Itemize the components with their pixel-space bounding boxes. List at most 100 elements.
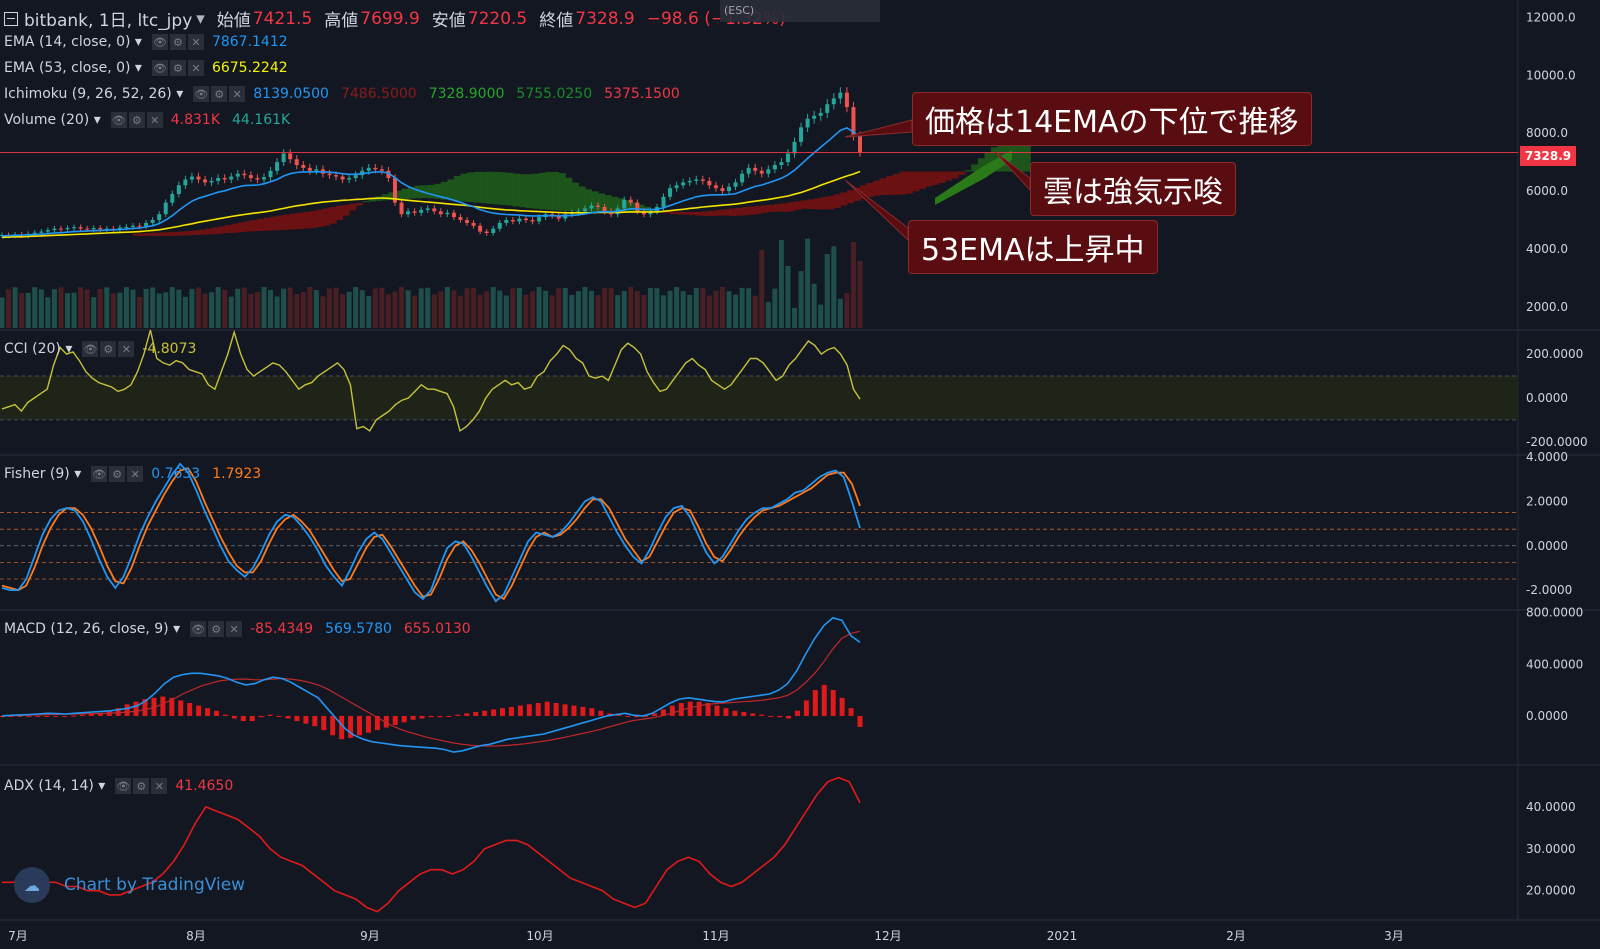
eye-icon[interactable]: 👁 [110,112,127,128]
annotation-cloud-bullish[interactable]: 雲は強気示唆 [1030,162,1236,216]
macd-signal-line [1,630,861,747]
ema14-legend[interactable]: EMA (14, close, 0) ▾ 👁 ⚙ ✕ 7867.1412 [4,34,300,50]
volume-bar [313,290,319,328]
volume-legend[interactable]: Volume (20) ▾ 👁 ⚙ ✕ 4.831K 44.161K [4,112,302,128]
close-icon[interactable]: ✕ [146,112,163,128]
annotation-price-below-ema[interactable]: 価格は14EMAの下位で推移 [912,92,1312,146]
cloud-segment [709,210,717,216]
volume-bar [798,271,804,328]
close-icon[interactable]: ✕ [187,34,204,50]
indicator-value: 569.5780 [325,621,392,637]
indicator-name[interactable]: MACD (12, 26, close, 9) ▾ [4,621,181,637]
volume-bar [84,289,90,328]
indicator-name[interactable]: Fisher (9) ▾ [4,466,82,482]
indicator-name[interactable]: ADX (14, 14) ▾ [4,778,106,794]
gear-icon[interactable]: ⚙ [133,778,150,794]
cloud-segment [349,203,357,211]
fisher-legend[interactable]: Fisher (9) ▾ 👁 ⚙ ✕ 0.7633 1.7923 [4,466,273,482]
indicator-value: 5375.1500 [604,86,680,102]
tradingview-watermark[interactable]: ☁ Chart by TradingView [14,867,245,903]
volume-bar [477,294,483,328]
macd-hist-bar [17,715,23,717]
candle-body [334,175,339,177]
gear-icon[interactable]: ⚙ [169,34,186,50]
gear-icon[interactable]: ⚙ [109,466,126,482]
macd-hist-bar [705,703,711,716]
cloud-segment [591,191,599,213]
close-icon[interactable]: ✕ [187,60,204,76]
candle-body [727,186,732,192]
indicator-value: 0.7633 [151,466,201,482]
macd-hist-bar [267,714,273,716]
close-icon[interactable]: ✕ [226,621,243,637]
eye-icon[interactable]: 👁 [151,34,168,50]
candle-body [52,228,57,231]
gear-icon[interactable]: ⚙ [208,621,225,637]
macd-hist-bar [794,710,800,716]
indicator-value: 1.7923 [212,466,262,482]
indicator-name[interactable]: CCI (20) ▾ [4,341,73,357]
x-tick-label: 11月 [702,929,729,943]
symbol-title[interactable]: bitbank, 1日, ltc_jpy [24,11,193,31]
eye-icon[interactable]: 👁 [151,60,168,76]
indicator-name[interactable]: EMA (53, close, 0) ▾ [4,60,142,76]
y-tick-label: 800.0000 [1526,606,1583,620]
macd-hist-bar [258,715,264,718]
adx-legend[interactable]: ADX (14, 14) ▾ 👁 ⚙ ✕ 41.4650 [4,778,245,794]
volume-bar [235,288,241,328]
macd-hist-bar [803,700,809,716]
close-icon[interactable]: ✕ [151,778,168,794]
annotation-ema53-rising[interactable]: 53EMAは上昇中 [908,220,1158,274]
macd-hist-bar [178,700,184,716]
eye-icon[interactable]: 👁 [82,341,99,357]
gear-icon[interactable]: ⚙ [211,86,228,102]
cloud-segment [191,230,199,236]
macd-hist-bar [830,690,836,716]
candle-body [445,212,450,215]
close-icon[interactable]: ✕ [229,86,246,102]
gear-icon[interactable]: ⚙ [128,112,145,128]
cloud-segment [250,220,258,232]
eye-icon[interactable]: 👁 [91,466,108,482]
close-icon[interactable]: ✕ [118,341,135,357]
volume-bar [143,288,149,328]
cloud-segment [1010,130,1018,172]
cloud-segment [676,211,684,215]
candle-body [668,188,673,197]
volume-bar [444,287,450,328]
macd-hist-bar [124,704,130,716]
ichimoku-legend[interactable]: Ichimoku (9, 26, 52, 26) ▾ 👁 ⚙ ✕ 8139.0500 74… [4,86,692,102]
candle-body [700,179,705,181]
candle-body [216,178,221,181]
macd-hist-bar [482,710,488,716]
cloud-segment [742,206,750,216]
cloud-segment [650,209,658,213]
gear-icon[interactable]: ⚙ [100,341,117,357]
macd-line [1,616,861,753]
candle-body [641,211,646,215]
indicator-name[interactable]: Volume (20) ▾ [4,112,101,128]
macd-legend[interactable]: MACD (12, 26, close, 9) ▾ 👁 ⚙ ✕ -85.4349 569.… [4,621,483,637]
collapse-icon[interactable] [4,11,18,26]
candle-body [65,228,70,230]
eye-icon[interactable]: 👁 [193,86,210,102]
x-tick-label: 3月 [1384,929,1404,943]
symbol-header[interactable]: bitbank, 1日, ltc_jpy ▾ 始値 7421.5 高値 7699… [4,6,786,31]
candle-body [294,159,299,165]
indicator-name[interactable]: EMA (14, close, 0) ▾ [4,34,142,50]
eye-icon[interactable]: 👁 [190,621,207,637]
chevron-down-icon[interactable]: ▾ [196,8,205,29]
candle-body [32,232,37,234]
indicator-name[interactable]: Ichimoku (9, 26, 52, 26) ▾ [4,86,184,102]
candle-body [281,153,286,163]
cci-legend[interactable]: CCI (20) ▾ 👁 ⚙ ✕ -4.8073 [4,341,208,357]
volume-bar [805,238,811,328]
ema53-legend[interactable]: EMA (53, close, 0) ▾ 👁 ⚙ ✕ 6675.2242 [4,60,300,76]
close-icon[interactable]: ✕ [127,466,144,482]
candle-body [438,211,443,215]
gear-icon[interactable]: ⚙ [169,60,186,76]
eye-icon[interactable]: 👁 [115,778,132,794]
macd-hist-bar [660,709,666,716]
candle-body [425,208,430,210]
